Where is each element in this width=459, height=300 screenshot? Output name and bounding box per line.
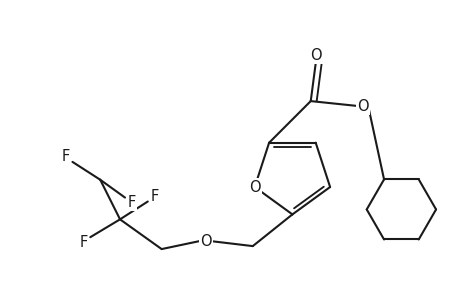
Text: O: O (357, 99, 368, 114)
Text: O: O (248, 179, 260, 194)
Text: O: O (309, 48, 321, 63)
Text: F: F (79, 235, 87, 250)
Text: F: F (150, 189, 158, 204)
Text: O: O (200, 234, 212, 249)
Text: F: F (62, 149, 69, 164)
Text: F: F (128, 195, 136, 210)
